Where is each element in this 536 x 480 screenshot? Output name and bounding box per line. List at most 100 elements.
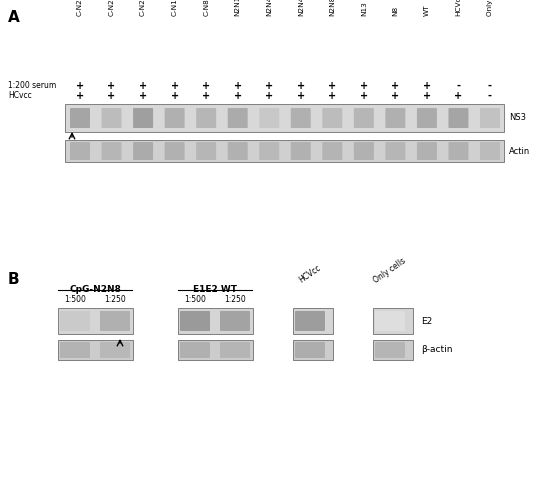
FancyBboxPatch shape — [70, 142, 90, 160]
Text: +: + — [108, 81, 116, 91]
FancyBboxPatch shape — [417, 142, 437, 160]
Text: WT: WT — [424, 4, 430, 16]
Text: +: + — [265, 81, 273, 91]
Text: +: + — [170, 91, 178, 101]
FancyBboxPatch shape — [133, 142, 153, 160]
Text: HCVcc: HCVcc — [297, 264, 323, 285]
FancyBboxPatch shape — [259, 108, 279, 128]
FancyBboxPatch shape — [373, 308, 413, 334]
FancyBboxPatch shape — [449, 108, 468, 128]
FancyBboxPatch shape — [375, 311, 405, 331]
FancyBboxPatch shape — [480, 142, 500, 160]
FancyBboxPatch shape — [385, 108, 405, 128]
Text: C-N8: C-N8 — [203, 0, 209, 16]
Text: Actin: Actin — [509, 146, 530, 156]
FancyBboxPatch shape — [60, 311, 90, 331]
Text: +: + — [423, 91, 431, 101]
FancyBboxPatch shape — [293, 340, 333, 360]
FancyBboxPatch shape — [228, 142, 248, 160]
Text: +: + — [360, 91, 368, 101]
FancyBboxPatch shape — [58, 340, 133, 360]
FancyBboxPatch shape — [180, 311, 210, 331]
FancyBboxPatch shape — [65, 140, 504, 162]
Text: +: + — [328, 81, 337, 91]
FancyBboxPatch shape — [354, 108, 374, 128]
Text: N8: N8 — [392, 6, 398, 16]
FancyBboxPatch shape — [373, 340, 413, 360]
Text: +: + — [139, 81, 147, 91]
Text: Only cells: Only cells — [372, 256, 408, 285]
FancyBboxPatch shape — [60, 342, 90, 358]
Text: N2N4N14: N2N4N14 — [266, 0, 272, 16]
Text: +: + — [391, 81, 399, 91]
Text: HCvcc: HCvcc — [8, 92, 32, 100]
Text: +: + — [391, 91, 399, 101]
FancyBboxPatch shape — [101, 108, 122, 128]
Text: +: + — [170, 81, 178, 91]
Text: +: + — [234, 91, 242, 101]
Text: 1:250: 1:250 — [224, 295, 246, 304]
Text: C-N2N8: C-N2N8 — [77, 0, 83, 16]
FancyBboxPatch shape — [165, 142, 184, 160]
Text: N2N4: N2N4 — [298, 0, 304, 16]
Text: N13: N13 — [361, 1, 367, 16]
FancyBboxPatch shape — [449, 142, 468, 160]
Text: 1:250: 1:250 — [104, 295, 126, 304]
FancyBboxPatch shape — [178, 308, 253, 334]
Text: N2N8: N2N8 — [329, 0, 336, 16]
FancyBboxPatch shape — [322, 142, 343, 160]
FancyBboxPatch shape — [295, 342, 325, 358]
Text: +: + — [297, 91, 305, 101]
Text: +: + — [108, 91, 116, 101]
FancyBboxPatch shape — [293, 308, 333, 334]
FancyBboxPatch shape — [58, 308, 133, 334]
Text: β-actin: β-actin — [421, 346, 452, 355]
Text: +: + — [265, 91, 273, 101]
Text: HCVcc: HCVcc — [456, 0, 461, 16]
Text: C-N2N4: C-N2N4 — [140, 0, 146, 16]
Text: Only cells: Only cells — [487, 0, 493, 16]
Text: B: B — [8, 272, 20, 287]
FancyBboxPatch shape — [220, 342, 250, 358]
Text: C-N2N14: C-N2N14 — [108, 0, 115, 16]
Text: +: + — [455, 91, 463, 101]
Text: -: - — [457, 81, 460, 91]
Text: +: + — [297, 81, 305, 91]
Text: 1:500: 1:500 — [64, 295, 86, 304]
FancyBboxPatch shape — [417, 108, 437, 128]
FancyBboxPatch shape — [228, 108, 248, 128]
Text: CpG-N2N8: CpG-N2N8 — [69, 285, 121, 294]
FancyBboxPatch shape — [220, 311, 250, 331]
Text: +: + — [139, 91, 147, 101]
FancyBboxPatch shape — [322, 108, 343, 128]
Text: 1:500: 1:500 — [184, 295, 206, 304]
Text: +: + — [234, 81, 242, 91]
FancyBboxPatch shape — [354, 142, 374, 160]
Text: -: - — [488, 91, 492, 101]
Text: +: + — [423, 81, 431, 91]
Text: +: + — [202, 81, 210, 91]
FancyBboxPatch shape — [385, 142, 405, 160]
Text: N2N14: N2N14 — [235, 0, 241, 16]
Text: E1E2 WT: E1E2 WT — [193, 285, 237, 294]
Text: 1:200 serum: 1:200 serum — [8, 82, 56, 91]
FancyBboxPatch shape — [100, 342, 130, 358]
Text: NS3: NS3 — [509, 113, 526, 122]
Text: C-N13: C-N13 — [172, 0, 177, 16]
Text: +: + — [202, 91, 210, 101]
FancyBboxPatch shape — [100, 311, 130, 331]
FancyBboxPatch shape — [180, 342, 210, 358]
FancyBboxPatch shape — [165, 108, 184, 128]
Text: +: + — [328, 91, 337, 101]
FancyBboxPatch shape — [196, 142, 216, 160]
FancyBboxPatch shape — [480, 108, 500, 128]
Text: E2: E2 — [421, 316, 432, 325]
Text: -: - — [488, 81, 492, 91]
FancyBboxPatch shape — [101, 142, 122, 160]
FancyBboxPatch shape — [196, 108, 216, 128]
FancyBboxPatch shape — [291, 142, 311, 160]
FancyBboxPatch shape — [291, 108, 311, 128]
FancyBboxPatch shape — [65, 104, 504, 132]
FancyBboxPatch shape — [375, 342, 405, 358]
Text: +: + — [76, 81, 84, 91]
